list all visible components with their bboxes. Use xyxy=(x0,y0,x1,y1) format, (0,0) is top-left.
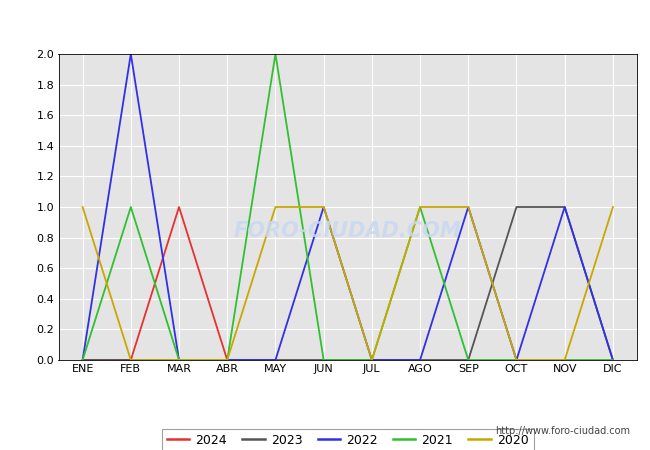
Legend: 2024, 2023, 2022, 2021, 2020: 2024, 2023, 2022, 2021, 2020 xyxy=(162,429,534,450)
Text: FORO-CIUDAD.COM: FORO-CIUDAD.COM xyxy=(234,221,462,242)
Text: Matriculaciones de Vehiculos en La Nava de Ricomalillo: Matriculaciones de Vehiculos en La Nava … xyxy=(95,14,555,32)
Text: http://www.foro-ciudad.com: http://www.foro-ciudad.com xyxy=(495,427,630,436)
